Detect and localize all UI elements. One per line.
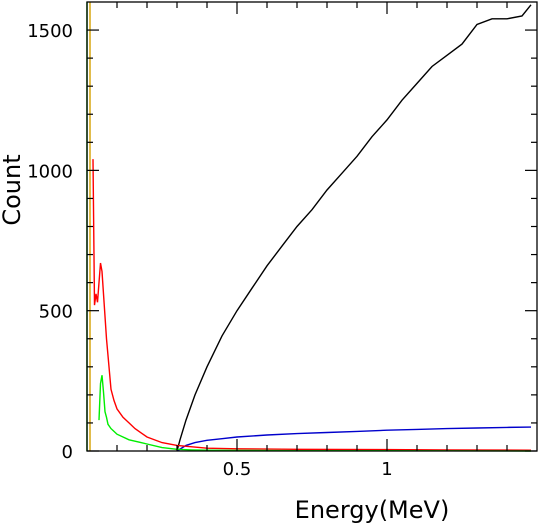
y-tick-label: 500 — [39, 302, 73, 323]
ticks-layer — [87, 2, 537, 452]
x-axis-label: Energy(MeV) — [295, 496, 450, 524]
x-tick-label: 1 — [381, 459, 392, 480]
y-tick-label: 1500 — [27, 21, 73, 42]
y-tick-label: 0 — [62, 442, 73, 463]
tick-labels-layer: 0.5 1 0 500 1000 1500 — [27, 21, 393, 480]
y-tick-label: 1000 — [27, 161, 73, 182]
series-line-4 — [98, 375, 532, 452]
series-line-2 — [176, 426, 532, 452]
series-line-1 — [176, 4, 532, 452]
y-axis-label: Count — [0, 154, 26, 225]
x-tick-label: 0.5 — [223, 459, 252, 480]
series-line-3 — [92, 159, 532, 451]
